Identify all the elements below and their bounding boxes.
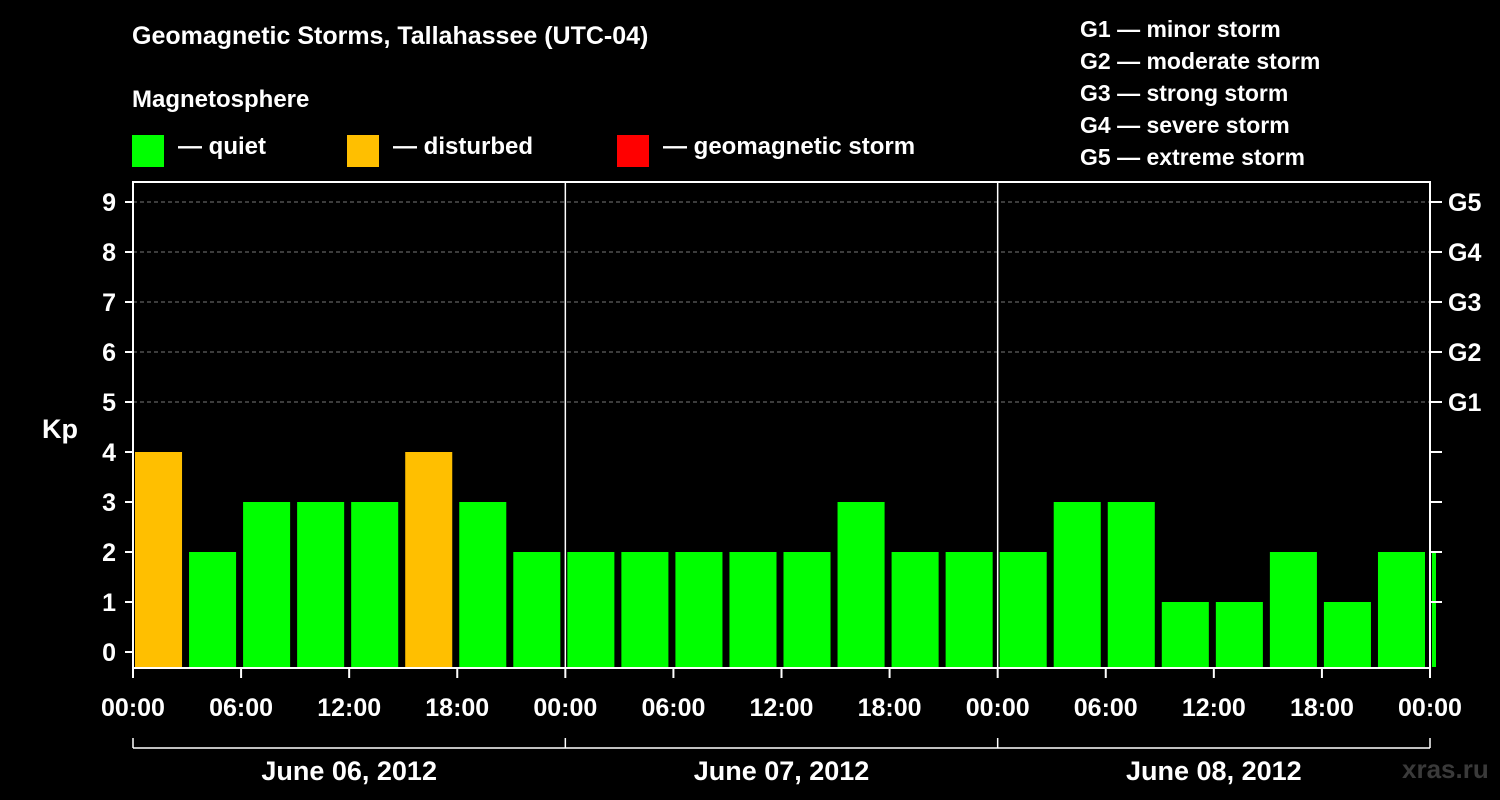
x-tick-label-10: 12:00: [1182, 694, 1246, 722]
right-axis-label-g1: G1: [1448, 389, 1481, 417]
kp-bar-20: [1215, 602, 1263, 667]
kp-bar-11: [729, 552, 777, 667]
right-axis-label-g5: G5: [1448, 189, 1481, 217]
y-tick-label-0: 0: [102, 639, 116, 667]
kp-bar-12: [783, 552, 831, 667]
magnetosphere-heading: Magnetosphere: [132, 86, 310, 113]
y-tick-label-8: 8: [102, 239, 116, 267]
g-scale-g5: G5 — extreme storm: [1080, 144, 1305, 170]
kp-bar-9: [621, 552, 669, 667]
kp-bar-19: [1161, 602, 1209, 667]
x-tick-label-5: 06:00: [641, 694, 705, 722]
x-tick-label-1: 06:00: [209, 694, 273, 722]
kp-bar-15: [945, 552, 993, 667]
legend-label-disturbed: — disturbed: [393, 133, 534, 160]
x-tick-label-8: 00:00: [966, 694, 1030, 722]
kp-bar-8: [567, 552, 615, 667]
kp-bar-7: [513, 552, 561, 667]
kp-bar-21: [1269, 552, 1317, 667]
y-tick-label-2: 2: [102, 539, 116, 567]
g-scale-g3: G3 — strong storm: [1080, 80, 1289, 106]
right-axis-label-g3: G3: [1448, 289, 1481, 317]
legend-swatch-disturbed: [347, 135, 379, 167]
x-tick-label-12: 00:00: [1398, 694, 1462, 722]
x-tick-label-3: 18:00: [425, 694, 489, 722]
axis-layer: 0 1 2 3 4 5 6 7 8 9 G1 G2 G3 G4 G5 Kp 00:00 06:00 12:00 18:…: [42, 181, 1481, 786]
watermark: xras.ru: [1402, 754, 1489, 784]
g-scale-g4: G4 — severe storm: [1080, 112, 1290, 138]
legend-label-quiet: — quiet: [178, 133, 266, 160]
kp-bar-0: [135, 452, 183, 667]
kp-bar-14: [891, 552, 939, 667]
kp-bar-18: [1107, 502, 1155, 667]
y-tick-label-9: 9: [102, 189, 116, 217]
kp-bar-10: [675, 552, 723, 667]
day-label-0: June 06, 2012: [261, 756, 437, 786]
x-tick-label-2: 12:00: [317, 694, 381, 722]
right-axis-label-g2: G2: [1448, 339, 1481, 367]
kp-bar-13: [837, 502, 885, 667]
day-label-2: June 08, 2012: [1126, 756, 1302, 786]
y-tick-label-5: 5: [102, 389, 116, 417]
grid-layer: [133, 201, 1430, 403]
kp-bar-4: [351, 502, 399, 667]
kp-bar-5: [405, 452, 453, 667]
x-tick-label-0: 00:00: [101, 694, 165, 722]
kp-bar-24: [1432, 552, 1436, 667]
x-tick-label-7: 18:00: [858, 694, 922, 722]
y-tick-label-3: 3: [102, 489, 116, 517]
chart-title: Geomagnetic Storms, Tallahassee (UTC-04): [132, 22, 649, 50]
kp-bar-16: [999, 552, 1047, 667]
right-axis-label-g4: G4: [1448, 239, 1481, 267]
kp-bar-1: [189, 552, 237, 667]
kp-bar-22: [1323, 602, 1371, 667]
y-axis-label: Kp: [42, 414, 78, 444]
bar-layer: [135, 452, 1436, 667]
kp-bar-6: [459, 502, 507, 667]
x-tick-label-6: 12:00: [750, 694, 814, 722]
day-label-1: June 07, 2012: [694, 756, 870, 786]
kp-bar-3: [297, 502, 345, 667]
legend-swatch-quiet: [132, 135, 164, 167]
legend-swatch-storm: [617, 135, 649, 167]
kp-bar-17: [1053, 502, 1101, 667]
x-tick-label-9: 06:00: [1074, 694, 1138, 722]
g-scale-g2: G2 — moderate storm: [1080, 48, 1321, 74]
g-scale-g1: G1 — minor storm: [1080, 16, 1281, 42]
legend-label-storm: — geomagnetic storm: [663, 133, 916, 160]
x-tick-label-11: 18:00: [1290, 694, 1354, 722]
kp-bar-2: [243, 502, 291, 667]
y-tick-label-1: 1: [102, 589, 116, 617]
y-tick-label-4: 4: [102, 439, 116, 467]
y-tick-label-7: 7: [102, 289, 116, 317]
y-tick-label-6: 6: [102, 339, 116, 367]
x-tick-label-4: 00:00: [533, 694, 597, 722]
kp-bar-23: [1377, 552, 1425, 667]
